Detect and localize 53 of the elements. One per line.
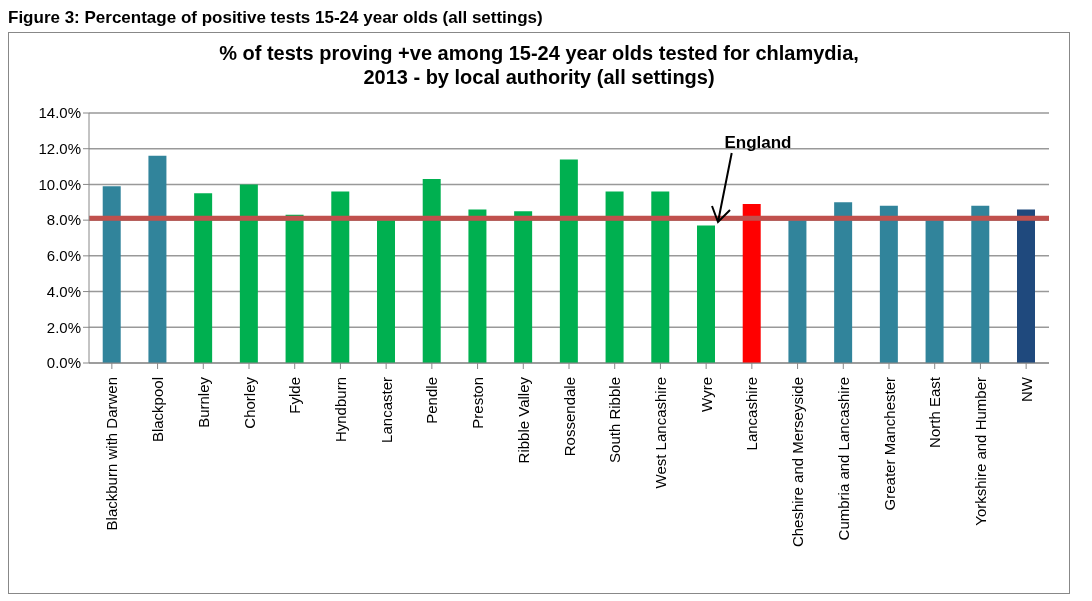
x-tick-label: North East [926,376,944,448]
y-tick-label: 14.0% [38,104,81,122]
x-tick-label: South Ribble [606,377,624,463]
bar [468,209,487,363]
bar [514,211,533,363]
bar [605,191,624,363]
caption: Figure 3: Percentage of positive tests 15-24 year olds (all settings) [8,8,544,28]
y-tick-label: 2.0% [46,318,81,336]
bar [697,225,715,363]
bar [651,191,670,363]
bar [1017,209,1035,363]
x-tick-label: Chorley [240,376,258,429]
bar [285,214,304,363]
x-tick-label: Wyre [697,377,715,412]
bar [559,159,578,363]
x-tick-label: Burnley [194,376,212,428]
ref-line-label: England [724,133,792,154]
x-tick-label: Hyndburn [331,377,349,443]
x-tick-label: NW [1017,376,1035,402]
x-tick-label: Cheshire and Merseyside [789,377,807,548]
bar [834,202,853,363]
bar [377,220,395,363]
x-tick-label: Cumbria and Lancashire [834,377,852,541]
x-tick-label: West Lancashire [651,377,669,489]
x-tick-label: Fylde [286,377,304,414]
x-tick-label: Lancashire [743,377,761,451]
x-tick-label: Pendle [423,377,441,424]
y-tick-label: 4.0% [46,282,81,300]
x-tick-label: Greater Manchester [880,377,898,511]
y-tick-label: 0.0% [46,354,81,372]
bar [239,184,258,363]
bar [879,205,898,363]
x-tick-label: Lancaster [377,377,395,443]
bar [422,179,441,363]
x-tick-label: Rossendale [560,377,578,457]
bar [102,186,121,363]
bar [971,205,990,363]
bar [194,193,213,363]
x-tick-label: Yorkshire and Humber [971,377,989,526]
bar [925,220,944,363]
x-tick-label: Blackburn with Darwen [103,377,121,531]
chart-title: % of tests proving +ve among 15-24 year olds tested for chlamydia, 2013 - by local authority (all settings) [219,41,859,89]
x-tick-label: Blackpool [149,377,167,443]
y-tick-label: 6.0% [46,247,81,265]
y-tick-label: 12.0% [38,140,81,158]
y-tick-label: 8.0% [46,211,81,229]
bar [742,204,761,363]
bar [788,220,807,363]
y-tick-label: 10.0% [38,175,81,193]
x-tick-label: Ribble Valley [514,376,532,464]
bar [148,155,167,363]
x-tick-label: Preston [469,377,487,429]
bar [331,191,350,363]
